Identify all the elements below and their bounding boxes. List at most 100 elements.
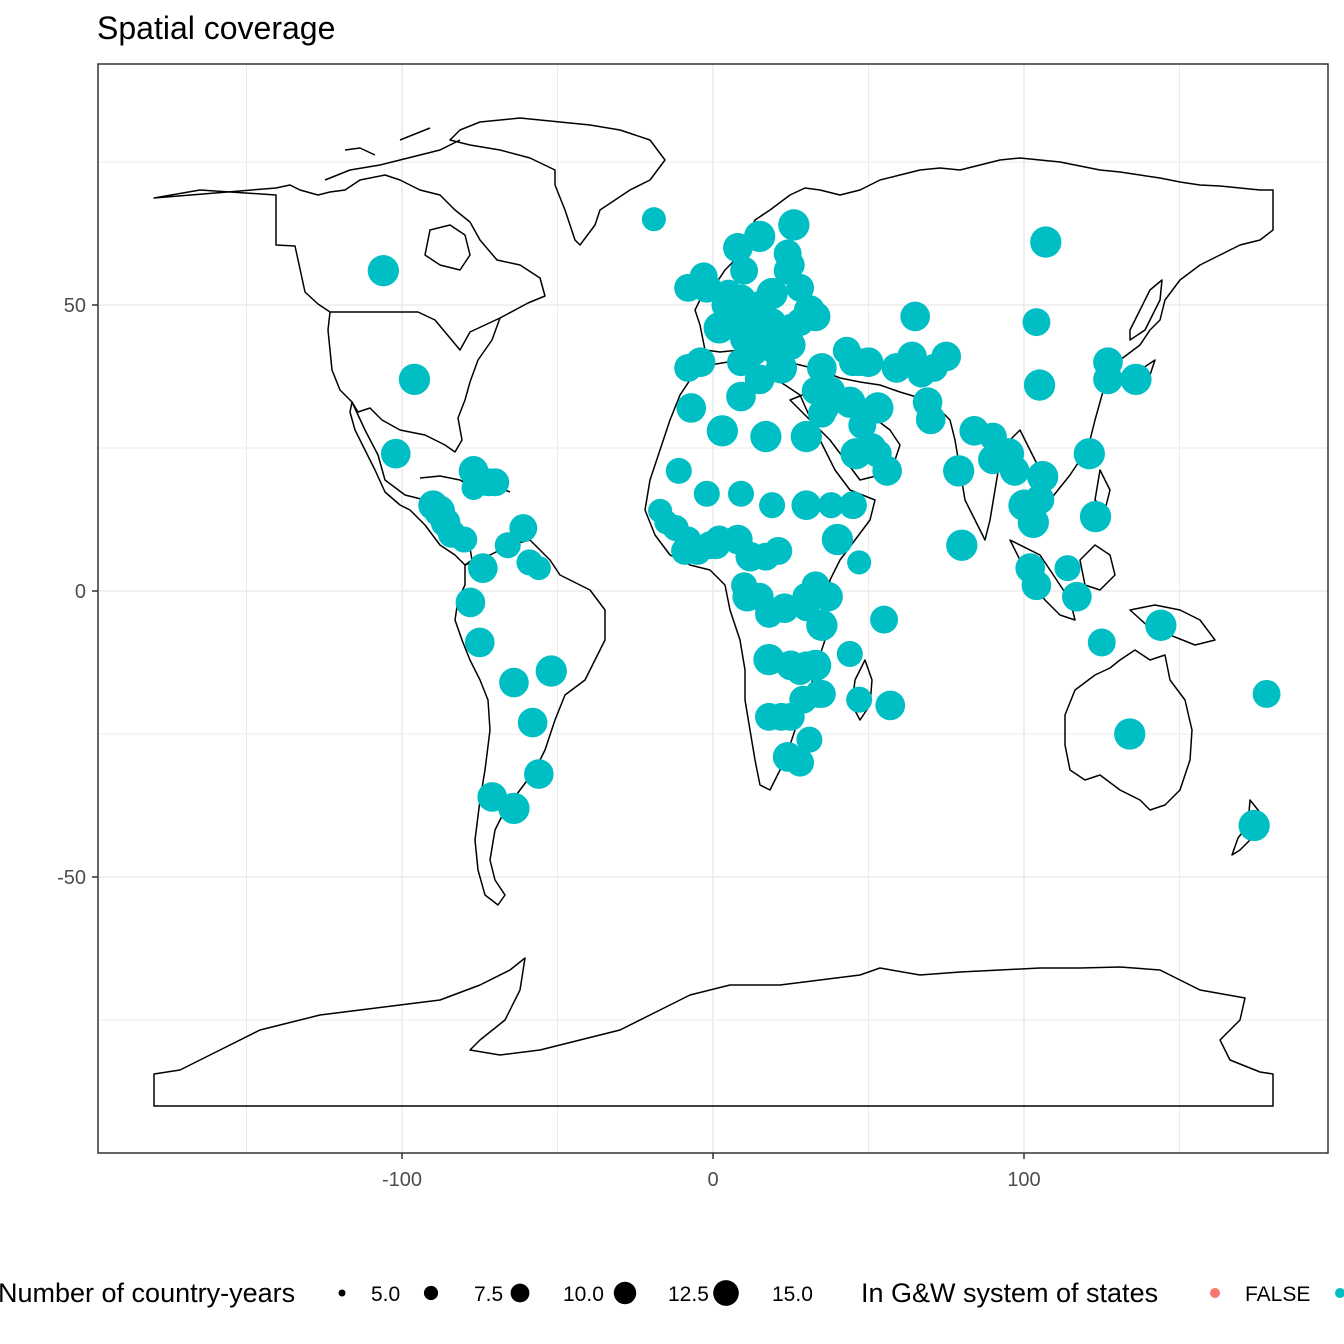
data-point: [674, 353, 703, 382]
data-point: [900, 301, 930, 332]
data-point: [786, 273, 815, 302]
data-point: [832, 336, 861, 365]
y-tick-label: 50: [64, 295, 86, 317]
data-point: [838, 491, 867, 520]
data-point: [1238, 809, 1270, 842]
data-point: [494, 532, 521, 559]
data-point: [1120, 363, 1152, 396]
data-point: [786, 748, 815, 777]
y-tick-label: 0: [75, 581, 86, 603]
data-point: [767, 702, 796, 731]
data-point: [872, 456, 902, 486]
size-legend-label: 15.0: [772, 1283, 813, 1306]
madagascar: [851, 659, 873, 721]
data-point: [367, 255, 399, 287]
data-point: [1022, 308, 1051, 337]
data-point: [778, 209, 810, 241]
data-point: [813, 581, 843, 612]
eurasia-north-outline: [694, 157, 1274, 501]
size-legend-key: [510, 1283, 530, 1303]
data-point: [498, 792, 530, 825]
size-legend-label: 5.0: [371, 1283, 400, 1306]
data-point: [676, 393, 707, 423]
size-legend-label: 12.5: [668, 1283, 709, 1306]
color-legend-key-true: [1335, 1288, 1344, 1298]
data-point: [706, 415, 738, 447]
world-map-outline: [153, 117, 1274, 1107]
size-legend-title: Number of country-years: [0, 1278, 295, 1308]
axis-layer: -100 0 100 -50 0 50: [57, 295, 1041, 1191]
data-point: [775, 330, 806, 360]
data-point: [862, 392, 894, 424]
data-point: [455, 587, 486, 618]
legend: Number of country-years 5.0 7.5 10.0 12.5 15.…: [0, 1278, 1344, 1308]
data-point: [380, 438, 411, 469]
x-tick-label: 100: [1007, 1169, 1040, 1191]
size-legend-key: [713, 1280, 739, 1306]
data-point: [791, 490, 822, 521]
data-point: [641, 207, 666, 232]
data-point: [834, 386, 866, 418]
data-point: [750, 420, 782, 453]
data-point: [481, 468, 510, 497]
data-point: [499, 667, 529, 698]
chart-title: Spatial coverage: [97, 10, 336, 46]
x-tick-label: -100: [382, 1169, 422, 1191]
data-point: [726, 381, 756, 412]
size-legend-key: [423, 1285, 439, 1301]
data-point: [853, 347, 884, 378]
data-point: [691, 273, 722, 303]
data-point: [727, 480, 755, 507]
data-point: [461, 475, 486, 501]
data-point: [847, 550, 872, 575]
data-point: [870, 605, 899, 634]
data-point: [1027, 460, 1059, 493]
data-point: [727, 348, 755, 377]
size-legend-key: [338, 1289, 346, 1297]
x-tick-label: 0: [707, 1169, 718, 1191]
usa-east-coast: [327, 311, 501, 453]
data-point: [836, 640, 863, 667]
data-point: [807, 679, 836, 708]
data-point: [1145, 609, 1177, 641]
data-point: [846, 686, 873, 713]
y-tick-label: -50: [57, 867, 86, 889]
data-point: [800, 301, 831, 332]
data-point: [744, 364, 775, 395]
color-legend-key-false: [1210, 1288, 1220, 1298]
data-point: [759, 492, 786, 519]
data-point: [1087, 628, 1116, 657]
size-legend-label: 7.5: [474, 1283, 503, 1306]
data-point: [451, 526, 478, 553]
data-point: [875, 690, 906, 721]
data-point: [693, 480, 720, 507]
data-point: [1030, 226, 1062, 258]
data-point: [931, 341, 962, 372]
data-point: [398, 363, 431, 396]
data-point: [1021, 570, 1052, 601]
data-point: [743, 220, 776, 253]
data-point: [799, 649, 832, 682]
data-point: [524, 759, 554, 789]
north-america-outline: [153, 174, 546, 351]
data-point: [821, 523, 854, 556]
size-legend-key: [613, 1281, 637, 1305]
data-point: [1079, 500, 1112, 533]
data-point: [796, 726, 823, 753]
data-point: [464, 627, 495, 658]
data-point: [790, 420, 822, 453]
data-point: [535, 655, 567, 687]
data-point: [1114, 718, 1146, 750]
data-point: [517, 707, 548, 738]
data-point: [1062, 581, 1092, 612]
data-point: [468, 553, 498, 583]
data-point: [818, 492, 845, 519]
data-point: [1093, 364, 1123, 395]
data-point: [915, 404, 946, 435]
color-legend-title: In G&W system of states: [861, 1278, 1158, 1308]
arctic-islands: [324, 127, 471, 271]
data-point: [1023, 369, 1056, 401]
size-legend-label: 10.0: [563, 1283, 604, 1306]
data-point: [946, 529, 978, 561]
